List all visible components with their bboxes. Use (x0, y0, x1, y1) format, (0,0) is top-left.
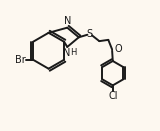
Text: S: S (87, 29, 93, 39)
Text: Br: Br (15, 55, 26, 65)
Text: N: N (64, 16, 71, 26)
Text: O: O (114, 44, 122, 54)
Text: N: N (63, 48, 70, 58)
Text: H: H (70, 48, 76, 57)
Text: Cl: Cl (108, 91, 118, 101)
